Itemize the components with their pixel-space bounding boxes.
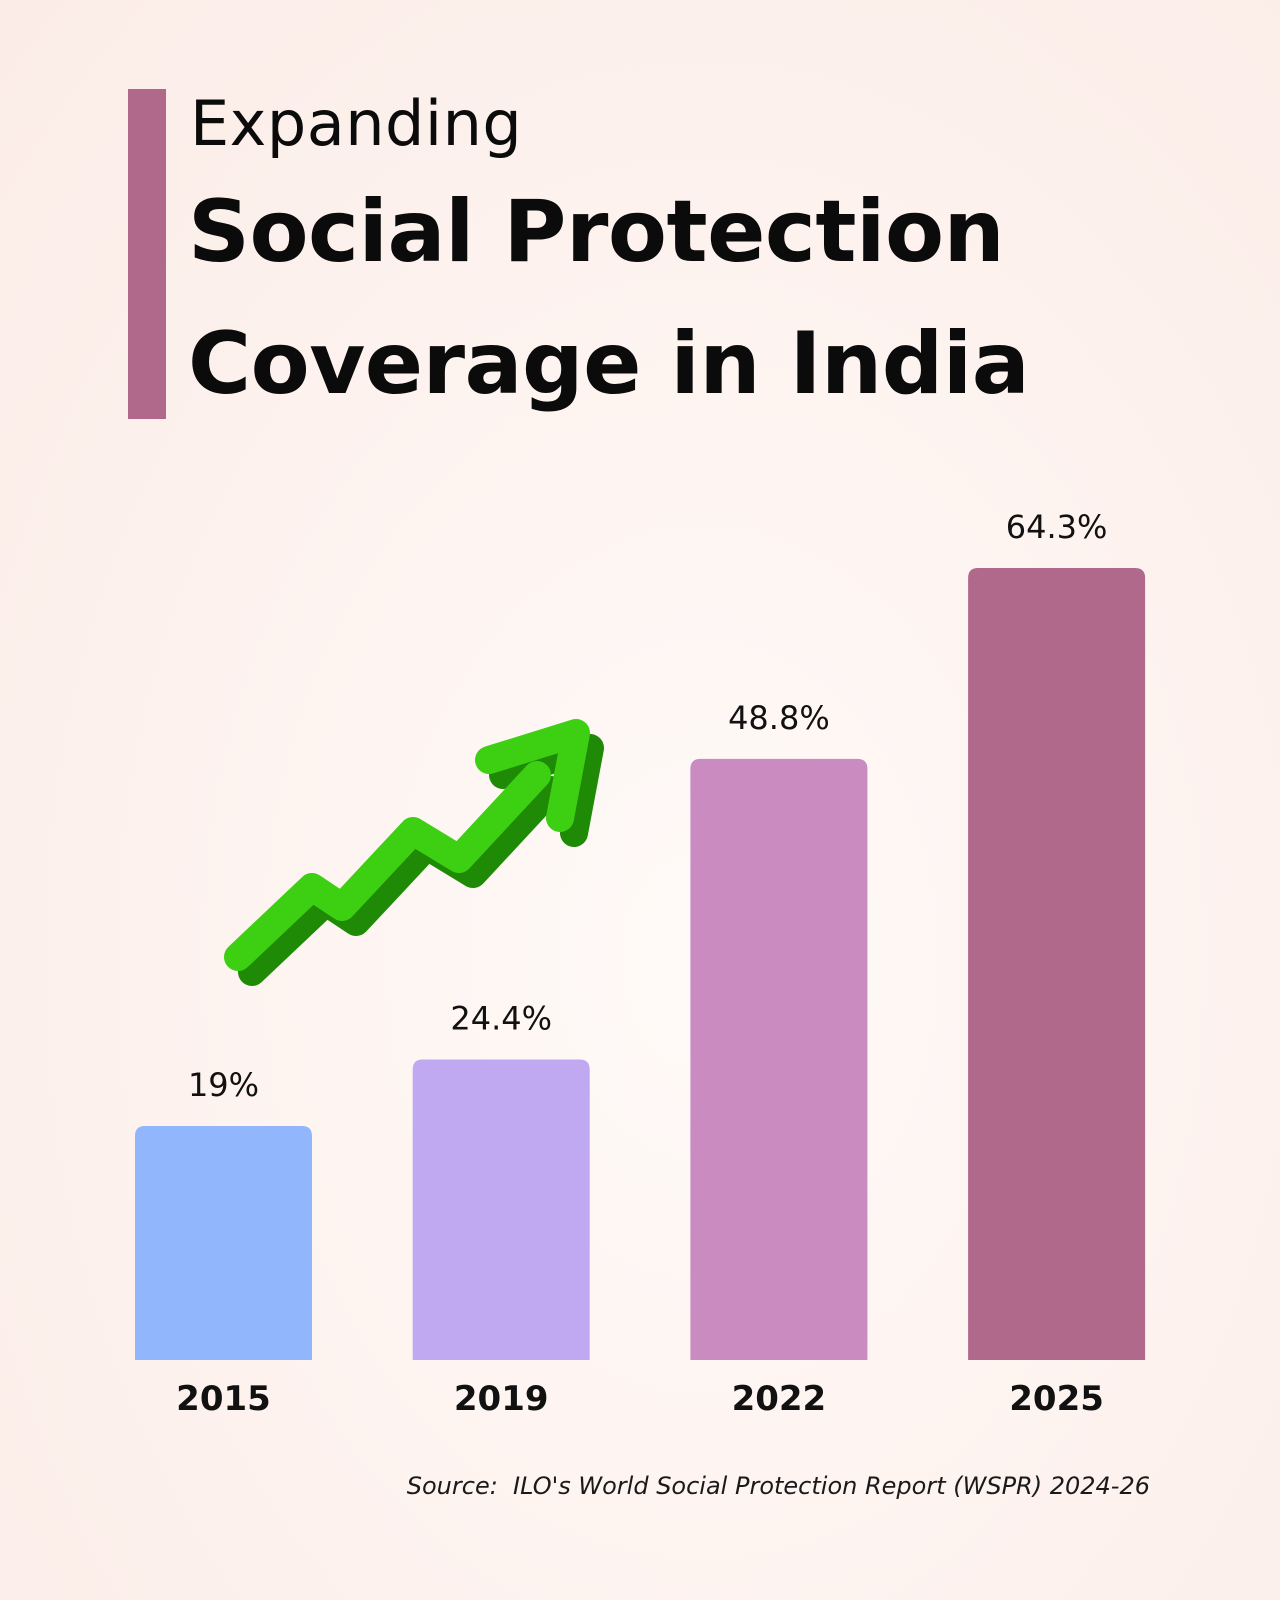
value-label-2015: 19% <box>188 1066 259 1104</box>
bar-2019 <box>412 1059 590 1360</box>
trend-up-arrow-icon <box>224 719 604 986</box>
title-block: Expanding Social Protection Coverage in … <box>128 89 1128 419</box>
x-tick-label-2022: 2022 <box>732 1379 827 1419</box>
title-small: Expanding <box>190 87 523 160</box>
x-tick-label-2015: 2015 <box>176 1379 271 1419</box>
source-note: Source: ILO's World Social Protection Re… <box>406 1472 1150 1500</box>
bar-2015 <box>135 1125 312 1360</box>
bar-2025 <box>968 568 1146 1360</box>
x-tick-label-2025: 2025 <box>1009 1379 1104 1419</box>
value-label-2019: 24.4% <box>450 999 552 1037</box>
bar-2022 <box>690 758 868 1360</box>
title-line-2: Coverage in India <box>188 314 1030 414</box>
x-tick-label-2019: 2019 <box>454 1379 549 1419</box>
title-line-1: Social Protection <box>188 182 1005 282</box>
value-label-2022: 48.8% <box>728 699 830 737</box>
title-accent-bar <box>128 89 166 419</box>
value-label-2025: 64.3% <box>1006 508 1108 546</box>
